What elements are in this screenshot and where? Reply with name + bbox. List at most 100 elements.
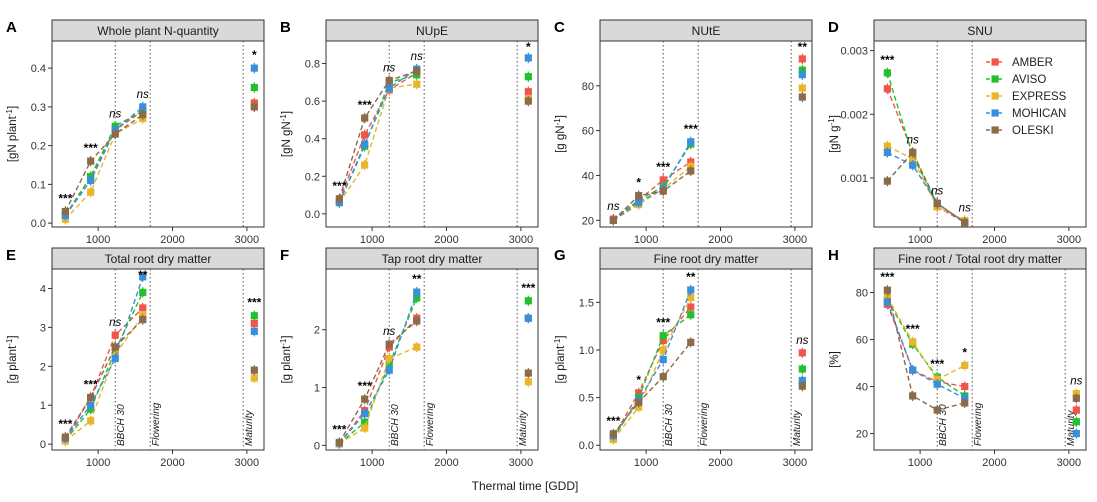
point-mohican: [883, 148, 891, 157]
panel-letter: A: [6, 19, 17, 36]
panel-d: D SNU 0.001 0.002 0.003 1000 2000 3000 [gN g-1] *…: [827, 19, 1087, 246]
y-tick-label: 0.6: [305, 96, 320, 108]
y-tick-label: 2: [314, 325, 320, 337]
point-mohican: [385, 84, 393, 92]
legend-item-mohican: MOHICAN: [986, 108, 1066, 120]
significance-label: ns: [796, 335, 808, 347]
point-mohican: [909, 161, 917, 169]
x-tick-label: 1000: [86, 457, 110, 469]
series-line-amber: [64, 110, 144, 216]
x-tick-label: 1000: [360, 234, 384, 246]
y-tick-label: 0.0: [579, 440, 594, 452]
y-tick-label: 0.5: [579, 393, 594, 405]
legend-swatch: [991, 126, 999, 134]
panel-e: E Total root dry matter BBCH 30 Flowering Ma…: [5, 247, 265, 469]
legend: AMBER AVISO EXPRESS MOHICAN OLESKI: [986, 57, 1067, 137]
significance-label: ***: [84, 377, 98, 391]
point-express: [87, 188, 95, 196]
y-tick-label: 0.1: [31, 179, 46, 191]
point-mohican: [361, 140, 369, 148]
legend-swatch: [991, 75, 999, 83]
legend-item-express: EXPRESS: [986, 91, 1067, 103]
plot-frame: [325, 40, 539, 228]
series-group: [883, 285, 1080, 439]
point-express: [361, 424, 369, 432]
stage-label: Flowering: [151, 402, 162, 446]
significance-label: ns: [109, 108, 121, 120]
point-express: [385, 355, 393, 363]
stage-label: BBCH 30: [664, 404, 675, 446]
significance-label: ***: [247, 296, 261, 310]
significance-label: *: [636, 373, 641, 387]
series-group: [61, 62, 258, 225]
significance-label: ns: [607, 201, 619, 213]
point-oleski: [933, 406, 941, 414]
y-axis-label: [g gN-1]: [553, 115, 567, 153]
point-oleski: [687, 167, 695, 175]
series-group: [609, 284, 806, 445]
significance-label: ns: [411, 51, 423, 63]
panel-a: A Whole plant N-quantity 0.0 0.1 0.2 0.3 0.4 10…: [5, 19, 265, 246]
series-line-mohican: [887, 151, 966, 224]
significance-label: ***: [332, 179, 346, 193]
point-mohican: [524, 314, 532, 322]
plot-frame: [873, 40, 1087, 228]
significance-label: ***: [684, 122, 698, 136]
legend-item-aviso: AVISO: [986, 74, 1046, 86]
x-tick-label: 2000: [708, 457, 732, 469]
series-line-mohican: [64, 276, 144, 439]
significance-label: *: [636, 176, 641, 190]
significance-label: ***: [656, 316, 670, 330]
point-amber: [687, 303, 695, 311]
point-amber: [139, 304, 147, 312]
point-oleski: [361, 114, 369, 122]
y-tick-label: 0.0: [305, 209, 320, 221]
y-tick-label: 0.2: [305, 171, 320, 183]
stage-label: BBCH 30: [390, 404, 401, 446]
x-tick-label: 2000: [982, 457, 1006, 469]
point-oleski: [883, 177, 891, 185]
point-oleski: [883, 286, 891, 294]
series-line-mohican: [886, 301, 966, 399]
point-oleski: [250, 366, 258, 374]
point-oleski: [335, 195, 343, 203]
significance-label: ***: [880, 270, 894, 284]
panel-title: NUtE: [692, 24, 721, 38]
significance-label: ***: [84, 141, 98, 155]
stage-label: Maturity: [792, 409, 803, 446]
panel-title: Total root dry matter: [105, 252, 212, 266]
significance-label: **: [412, 272, 422, 286]
significance-label: ***: [358, 98, 372, 112]
x-tick-label: 3000: [235, 234, 259, 246]
point-mohican: [909, 366, 917, 374]
panel-letter: E: [6, 247, 16, 264]
series-group: [609, 53, 806, 226]
significance-label: ***: [58, 192, 72, 206]
point-oleski: [687, 338, 695, 346]
stage-label: BBCH 30: [116, 404, 127, 446]
point-amber: [883, 85, 891, 93]
point-aviso: [524, 297, 532, 305]
point-aviso: [659, 332, 667, 340]
x-tick-label: 1000: [360, 457, 384, 469]
significance-label: *: [526, 40, 531, 54]
y-axis-label: [g plant-1]: [279, 335, 293, 383]
plot-frame: [599, 40, 813, 228]
point-aviso: [361, 418, 369, 426]
panel-letter: D: [828, 19, 839, 36]
significance-label: ns: [109, 317, 121, 329]
y-tick-label: 0.2: [31, 141, 46, 153]
panel-b: B NUpE 0.0 0.2 0.4 0.6 0.8 1000 2000 3000 [gN gN-1…: [279, 19, 539, 246]
point-oleski: [524, 97, 532, 105]
plot-frame: [599, 268, 813, 451]
legend-swatch: [991, 58, 999, 66]
point-express: [687, 293, 695, 302]
point-amber: [798, 55, 806, 63]
series-line-oleski: [64, 114, 144, 212]
point-oleski: [413, 317, 421, 325]
point-mohican: [413, 288, 421, 296]
point-mohican: [933, 380, 941, 388]
point-aviso: [883, 69, 891, 77]
